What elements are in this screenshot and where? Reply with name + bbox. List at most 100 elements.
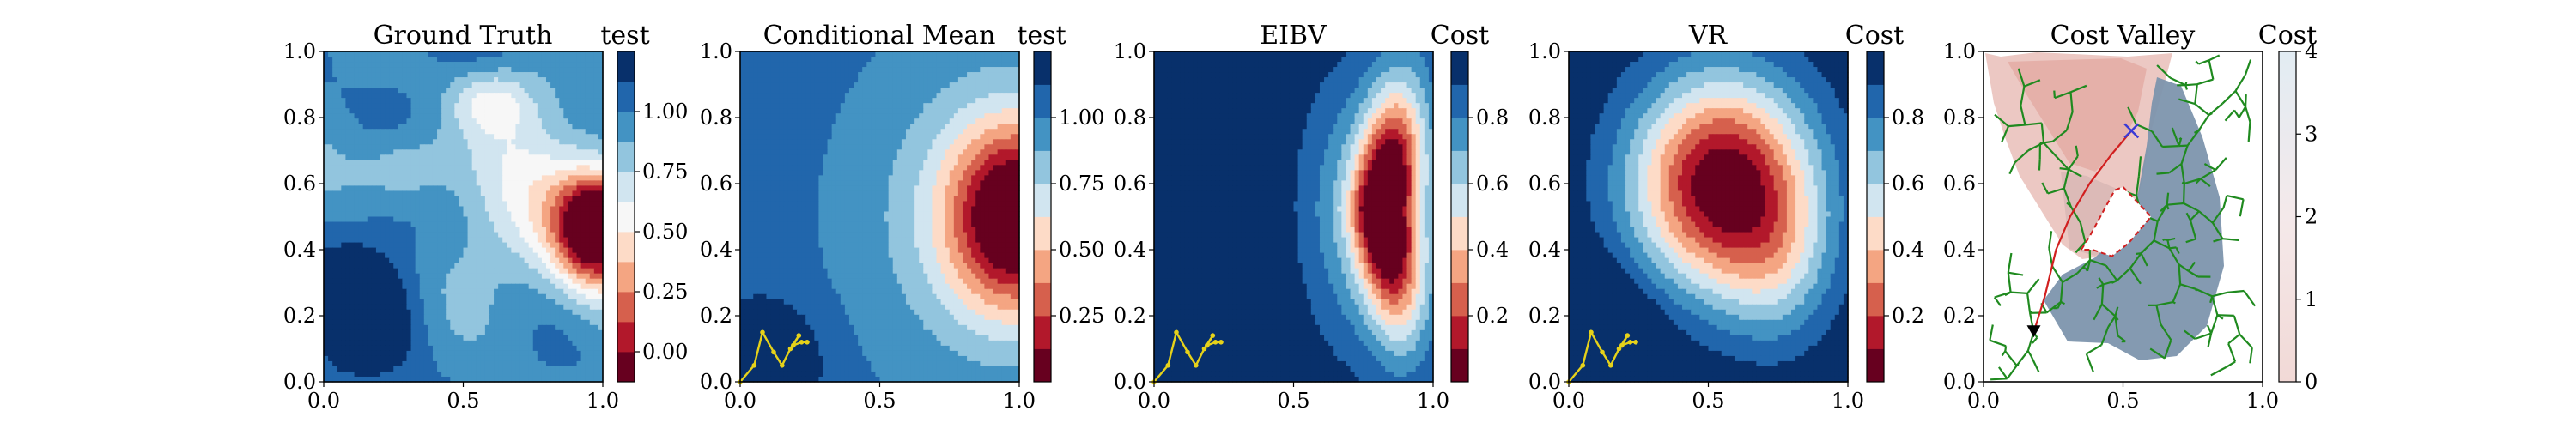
- heatmap-cell: [507, 232, 512, 239]
- heatmap-cell: [419, 93, 425, 99]
- heatmap-cell: [337, 160, 342, 166]
- heatmap-cell: [537, 288, 543, 295]
- heatmap-cell: [537, 93, 543, 99]
- heatmap-cell: [801, 77, 806, 83]
- heatmap-cell: [398, 88, 404, 94]
- heatmap-cell: [467, 175, 473, 181]
- heatmap-cell: [471, 134, 477, 140]
- heatmap-cell: [563, 129, 568, 135]
- heatmap-cell: [358, 72, 364, 78]
- heatmap-cell: [328, 175, 333, 181]
- heatmap-cell: [888, 93, 894, 99]
- heatmap-cell: [337, 129, 342, 135]
- heatmap-cell: [762, 77, 768, 83]
- heatmap-cell: [862, 118, 867, 124]
- heatmap-cell: [432, 154, 438, 160]
- heatmap-cell: [949, 103, 955, 109]
- heatmap-cell: [428, 376, 434, 383]
- heatmap-cell: [585, 165, 591, 171]
- heatmap-cell: [349, 62, 355, 68]
- heatmap-cell: [463, 190, 469, 197]
- heatmap-cell: [362, 257, 368, 264]
- heatmap-cell: [528, 252, 534, 259]
- heatmap-cell: [393, 273, 398, 280]
- heatmap-cell: [598, 263, 604, 269]
- heatmap-cell: [502, 242, 507, 249]
- heatmap-cell: [341, 350, 346, 357]
- heatmap-cell: [398, 103, 404, 109]
- heatmap-cell: [936, 67, 942, 73]
- heatmap-cell: [810, 118, 815, 124]
- heatmap-cell: [367, 93, 373, 99]
- heatmap-cell: [524, 113, 530, 119]
- heatmap-cell: [358, 170, 364, 176]
- heatmap-cell: [341, 366, 346, 372]
- heatmap-cell: [550, 98, 556, 104]
- heatmap-cell: [914, 62, 920, 68]
- heatmap-cell: [971, 57, 976, 63]
- heatmap-cell: [476, 263, 482, 269]
- heatmap-cell: [367, 139, 373, 145]
- heatmap-cell: [393, 345, 398, 352]
- heatmap-cell: [415, 67, 421, 73]
- heatmap-cell: [371, 206, 377, 213]
- heatmap-cell: [476, 278, 482, 285]
- heatmap-cell: [910, 51, 915, 57]
- heatmap-cell: [541, 221, 547, 228]
- heatmap-cell: [332, 175, 337, 181]
- heatmap-cell: [398, 232, 404, 239]
- heatmap-cell: [576, 227, 582, 233]
- heatmap-cell: [467, 82, 473, 88]
- heatmap-cell: [463, 335, 469, 341]
- heatmap-cell: [358, 139, 364, 145]
- heatmap-cell: [962, 103, 968, 109]
- heatmap-cell: [371, 185, 377, 192]
- heatmap-cell: [450, 371, 455, 378]
- heatmap-cell: [498, 124, 503, 130]
- heatmap-cell: [328, 232, 333, 239]
- heatmap-cell: [896, 93, 902, 99]
- heatmap-cell: [454, 82, 460, 88]
- heatmap-cell: [375, 350, 381, 357]
- heatmap-cell: [446, 324, 451, 331]
- heatmap-cell: [324, 304, 329, 311]
- heatmap-cell: [585, 93, 591, 99]
- heatmap-cell: [537, 67, 543, 73]
- heatmap-cell: [362, 283, 368, 290]
- heatmap-cell: [380, 242, 386, 249]
- heatmap-cell: [854, 103, 859, 109]
- heatmap-cell: [441, 242, 447, 249]
- heatmap-cell: [406, 376, 412, 383]
- heatmap-cell: [936, 103, 942, 109]
- heatmap-cell: [805, 72, 811, 78]
- heatmap-cell: [550, 335, 556, 341]
- heatmap-cell: [593, 98, 599, 104]
- heatmap-cell: [555, 237, 560, 244]
- heatmap-cell: [537, 118, 543, 124]
- heatmap-cell: [555, 366, 560, 372]
- heatmap-cell: [432, 134, 438, 140]
- heatmap-cell: [393, 366, 398, 372]
- heatmap-cell: [528, 118, 534, 124]
- heatmap-cell: [441, 247, 447, 254]
- heatmap-cell: [389, 366, 394, 372]
- heatmap-cell: [519, 72, 526, 78]
- heatmap-cell: [879, 88, 885, 94]
- heatmap-cell: [875, 82, 881, 88]
- heatmap-cell: [519, 77, 526, 83]
- heatmap-cell: [914, 82, 920, 88]
- heatmap-cell: [428, 108, 434, 114]
- heatmap-cell: [598, 118, 604, 124]
- heatmap-cell: [532, 335, 538, 341]
- heatmap-cell: [967, 51, 972, 57]
- heatmap-cell: [446, 227, 451, 233]
- heatmap-cell: [480, 366, 486, 372]
- heatmap-cell: [337, 345, 342, 352]
- heatmap-cell: [432, 180, 438, 187]
- heatmap-cell: [572, 211, 578, 218]
- heatmap-cell: [476, 371, 482, 378]
- heatmap-cell: [766, 72, 772, 78]
- heatmap-cell: [354, 196, 360, 202]
- heatmap-cell: [593, 340, 599, 347]
- heatmap-cell: [515, 278, 521, 285]
